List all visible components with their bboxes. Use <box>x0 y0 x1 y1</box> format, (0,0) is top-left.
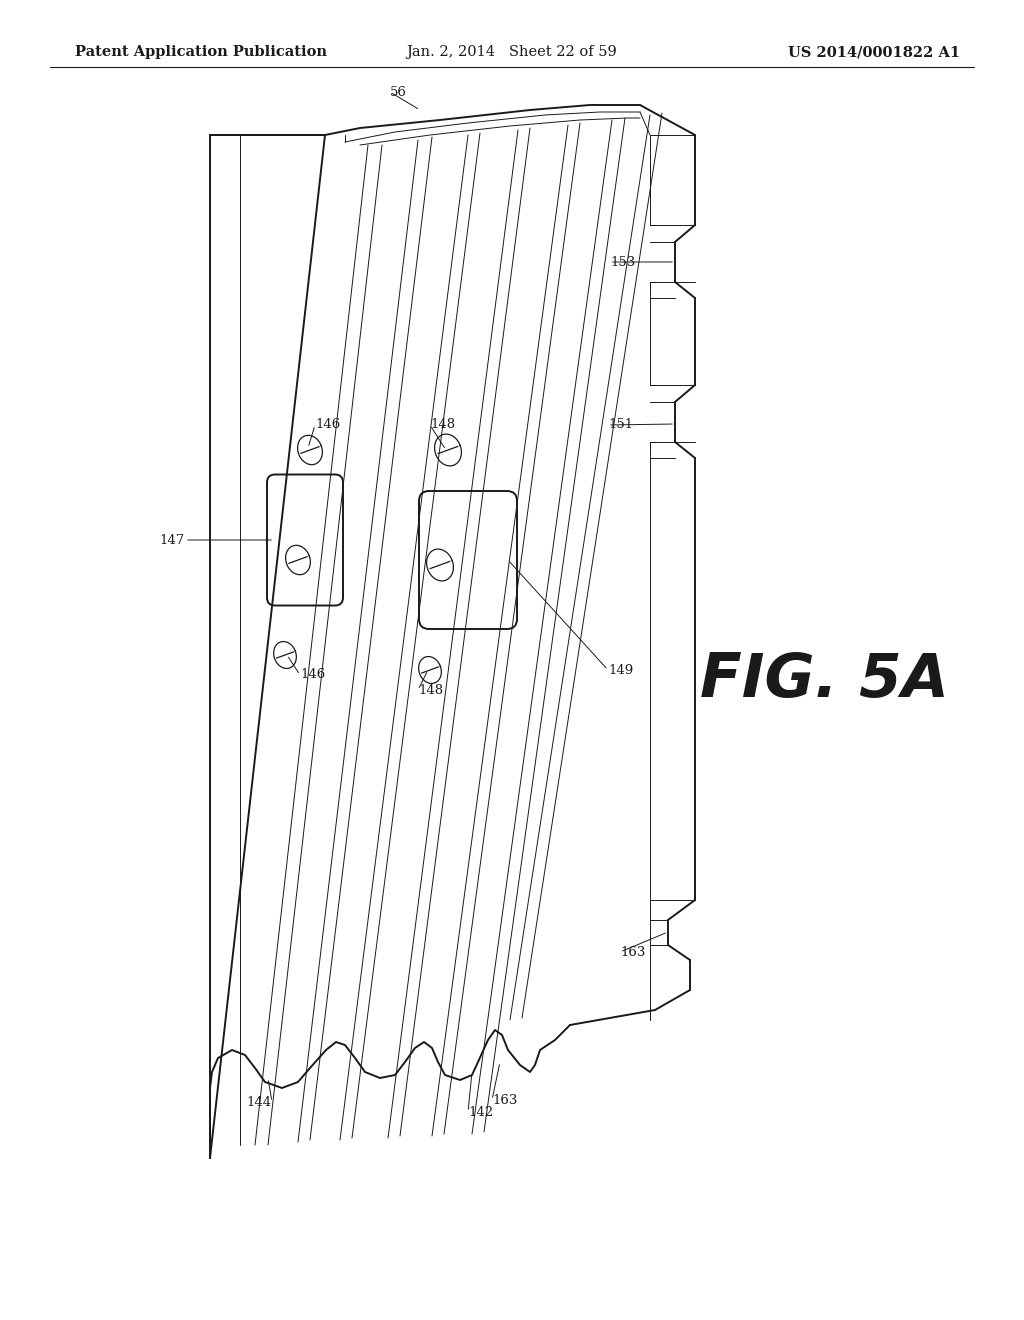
Text: 142: 142 <box>468 1106 494 1118</box>
Text: 148: 148 <box>430 418 455 432</box>
Text: 144: 144 <box>247 1096 272 1109</box>
Text: 148: 148 <box>418 684 443 697</box>
FancyBboxPatch shape <box>267 474 343 606</box>
Text: 146: 146 <box>300 668 326 681</box>
FancyBboxPatch shape <box>419 491 517 630</box>
Text: US 2014/0001822 A1: US 2014/0001822 A1 <box>787 45 961 59</box>
Text: 163: 163 <box>492 1093 517 1106</box>
Text: 147: 147 <box>160 533 185 546</box>
Text: FIG. 5A: FIG. 5A <box>700 651 949 710</box>
Text: Patent Application Publication: Patent Application Publication <box>75 45 327 59</box>
Text: 149: 149 <box>608 664 633 676</box>
Text: Jan. 2, 2014   Sheet 22 of 59: Jan. 2, 2014 Sheet 22 of 59 <box>407 45 617 59</box>
Text: 151: 151 <box>608 418 633 432</box>
Text: 163: 163 <box>620 945 645 958</box>
Text: 146: 146 <box>315 418 340 432</box>
Text: 56: 56 <box>390 86 407 99</box>
Text: 153: 153 <box>610 256 635 268</box>
